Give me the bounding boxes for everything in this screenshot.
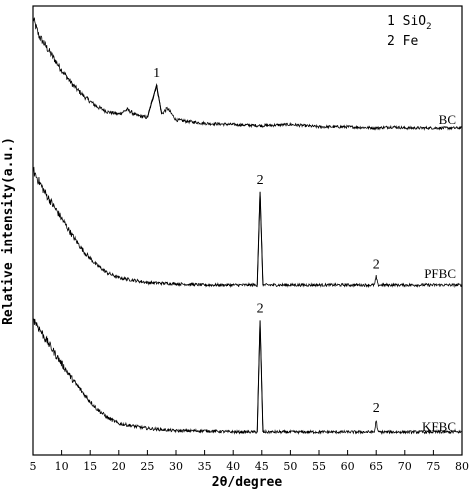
x-tick-label: 10 [55, 460, 69, 473]
plot-frame [32, 5, 463, 456]
series-name-bc: BC [439, 112, 456, 127]
peak-label: 2 [373, 401, 380, 416]
peak-spike [256, 191, 264, 286]
x-tick-label: 60 [341, 460, 355, 473]
series-line-kfbc [32, 318, 462, 435]
x-tick-label: 40 [226, 460, 240, 473]
peak-label: 1 [153, 66, 160, 81]
x-axis-title: 2θ/degree [212, 475, 283, 490]
series-curves [32, 16, 463, 435]
x-tick-label: 70 [398, 460, 412, 473]
x-tick-label: 75 [426, 460, 440, 473]
x-tick-label: 5 [30, 460, 37, 473]
legend: 1 SiO2 2 Fe [387, 14, 432, 49]
peak-spike [146, 85, 163, 118]
peak-label: 2 [373, 258, 380, 273]
peak-label: 2 [257, 301, 264, 316]
series-name-pfbc: PFBC [424, 266, 456, 281]
x-tick-label: 25 [140, 460, 154, 473]
peak-label: 2 [257, 173, 264, 188]
series-line-pfbc [32, 166, 463, 288]
x-tick-label: 80 [455, 460, 469, 473]
x-tick-label: 35 [198, 460, 212, 473]
y-axis-title: Relative intensity(a.u.) [1, 137, 16, 325]
x-tick-label: 45 [255, 460, 269, 473]
series-line-bc [32, 16, 463, 131]
peak-spike [256, 320, 264, 433]
x-tick-label: 55 [312, 460, 326, 473]
x-tick-label: 30 [169, 460, 183, 473]
x-ticks: 5 10 15 20 25 30 35 40 45 50 55 60 65 70 75 80 [30, 450, 469, 473]
series-name-kfbc: KFBC [422, 419, 456, 434]
x-tick-label: 20 [112, 460, 126, 473]
legend-entry: 2 Fe [387, 34, 418, 49]
series-names: BC PFBC KFBC [422, 112, 456, 434]
peak-labels: 1 2 2 2 2 [153, 66, 380, 416]
x-tick-label: 65 [369, 460, 383, 473]
x-tick-label: 15 [83, 460, 97, 473]
legend-entry: 1 SiO2 [387, 14, 432, 32]
x-tick-label: 50 [283, 460, 297, 473]
